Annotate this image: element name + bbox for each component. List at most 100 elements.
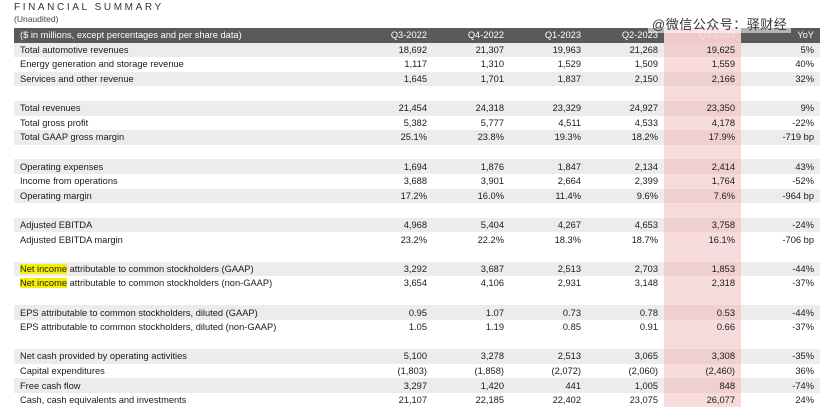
spacer-cell	[664, 86, 741, 101]
cell-q1-2023: (2,072)	[551, 365, 581, 376]
row-label-text: EPS attributable to common stockholders,…	[20, 322, 277, 333]
cell-q3-2022: 1,645	[356, 71, 433, 87]
cell-q3-2023: 3,308	[664, 349, 741, 364]
cell-q4-2022: 1.07	[433, 305, 510, 320]
spacer-cell	[741, 290, 820, 306]
table-row: Net cash provided by operating activitie…	[14, 349, 820, 364]
cell-q3-2022: 1.05	[408, 322, 427, 333]
row-label: Total revenues	[14, 100, 356, 116]
row-label: Net income attributable to common stockh…	[14, 261, 356, 277]
cell-q1-2023: 23,329	[510, 100, 587, 116]
spacer-cell	[510, 86, 587, 101]
cell-q4-2022: 1,420	[433, 378, 510, 393]
cell-q1-2023: 18.3%	[554, 234, 581, 245]
spacer-cell	[433, 203, 510, 218]
row-label-text: Services and other revenue	[20, 74, 134, 85]
cell-q3-2023: 4,178	[664, 115, 741, 131]
cell-q4-2022: (1,858)	[474, 365, 504, 376]
table-row: Capital expenditures (1,803) (1,858) (2,072…	[14, 363, 820, 379]
cell-yoy: 9%	[741, 100, 820, 116]
column-header-q2-2023: Q2-2023	[587, 28, 664, 43]
cell-q2-2023: 0.78	[587, 305, 664, 320]
column-header-q4-2022: Q4-2022	[433, 28, 510, 43]
row-label-text: Energy generation and storage revenue	[20, 59, 184, 70]
cell-q1-2023: 4,267	[510, 217, 587, 233]
cell-q2-2023: 2,703	[587, 261, 664, 277]
cell-q1-2023: 441	[510, 378, 587, 393]
spacer-row	[14, 246, 820, 262]
table-row: Operating expenses 1,694 1,876 1,847 2,134 2,…	[14, 159, 820, 174]
cell-q4-2022: 5,404	[433, 217, 510, 233]
cell-q3-2022: (1,803)	[397, 365, 427, 376]
row-label-text: Net cash provided by operating activitie…	[20, 351, 187, 362]
cell-q3-2023: 3,758	[664, 217, 741, 233]
spacer-cell	[664, 246, 741, 262]
spacer-cell	[14, 203, 356, 218]
cell-q3-2023: 1,559	[664, 57, 741, 72]
cell-q3-2023: 2,414	[664, 159, 741, 174]
cell-q3-2022: 18,692	[356, 42, 433, 58]
table-row: Adjusted EBITDA 4,968 5,404 4,267 4,653 3,758…	[14, 217, 820, 233]
row-label-text: Operating expenses	[20, 161, 104, 172]
spacer-cell	[741, 246, 820, 262]
spacer-cell	[14, 144, 356, 160]
spacer-cell	[664, 144, 741, 160]
spacer-cell	[510, 144, 587, 160]
spacer-cell	[741, 203, 820, 218]
cell-q3-2022: 21,107	[398, 395, 427, 406]
cell-q4-2022: 1.19	[485, 322, 504, 333]
spacer-cell	[587, 290, 664, 306]
cell-yoy: 5%	[741, 42, 820, 58]
cell-q2-2023: (2,060)	[628, 365, 658, 376]
financial-summary-table: ($ in millions, except percentages and p…	[14, 28, 820, 407]
cell-q3-2023: 7.6%	[664, 188, 741, 204]
row-label: Adjusted EBITDA margin	[14, 232, 356, 247]
cell-yoy: 36%	[795, 365, 814, 376]
spacer-cell	[356, 246, 433, 262]
cell-yoy: -44%	[741, 261, 820, 277]
spacer-cell	[741, 334, 820, 350]
column-header-q3-2022: Q3-2022	[356, 28, 433, 43]
cell-q3-2023: 17.9%	[664, 130, 741, 145]
spacer-cell	[510, 246, 587, 262]
row-label-text: Free cash flow	[20, 380, 81, 391]
cell-q3-2023: 1,853	[664, 261, 741, 277]
highlighted-text: Net income	[20, 263, 68, 274]
row-label: Operating margin	[14, 188, 356, 204]
spacer-cell	[356, 86, 433, 101]
row-label-text: Capital expenditures	[20, 365, 105, 376]
spacer-cell	[664, 334, 741, 350]
cell-yoy: -24%	[741, 217, 820, 233]
cell-q3-2022: 23.2%	[400, 234, 427, 245]
table-row: Operating margin 17.2% 16.0% 11.4% 9.6% 7.6% -…	[14, 188, 820, 204]
row-label: Energy generation and storage revenue	[14, 57, 356, 72]
cell-yoy: -35%	[741, 349, 820, 364]
cell-q3-2023: 848	[664, 378, 741, 393]
cell-q1-2023: 2,513	[510, 349, 587, 364]
cell-q2-2023: 21,268	[587, 42, 664, 58]
table-row: Total automotive revenues 18,692 21,307 19,…	[14, 42, 820, 58]
row-label-text: Operating margin	[20, 190, 92, 201]
cell-q4-2022: 1,876	[433, 159, 510, 174]
cell-q3-2022: 3,654	[403, 278, 427, 289]
row-label-text: attributable to common stockholders (non…	[67, 278, 273, 289]
cell-q3-2023: 1,764	[664, 173, 741, 189]
table-row: Free cash flow 3,297 1,420 441 1,005 848 -74%	[14, 378, 820, 393]
highlighted-text: Net income	[20, 278, 68, 289]
row-label: Operating expenses	[14, 159, 356, 174]
cell-q3-2023: (2,460)	[664, 363, 741, 379]
spacer-cell	[356, 203, 433, 218]
cell-q2-2023: 23,075	[629, 395, 658, 406]
cell-q1-2023: 0.73	[510, 305, 587, 320]
cell-q2-2023: 3,065	[587, 349, 664, 364]
cell-q3-2022: 1,694	[356, 159, 433, 174]
cell-q3-2022: 3,292	[356, 261, 433, 277]
spacer-cell	[433, 144, 510, 160]
spacer-cell	[14, 86, 356, 101]
table-row: Income from operations 3,688 3,901 2,664 2,3…	[14, 173, 820, 189]
spacer-cell	[664, 203, 741, 218]
spacer-cell	[587, 203, 664, 218]
cell-q4-2022: 16.0%	[433, 188, 510, 204]
cell-q2-2023: 1,005	[587, 378, 664, 393]
cell-yoy: -44%	[741, 305, 820, 320]
